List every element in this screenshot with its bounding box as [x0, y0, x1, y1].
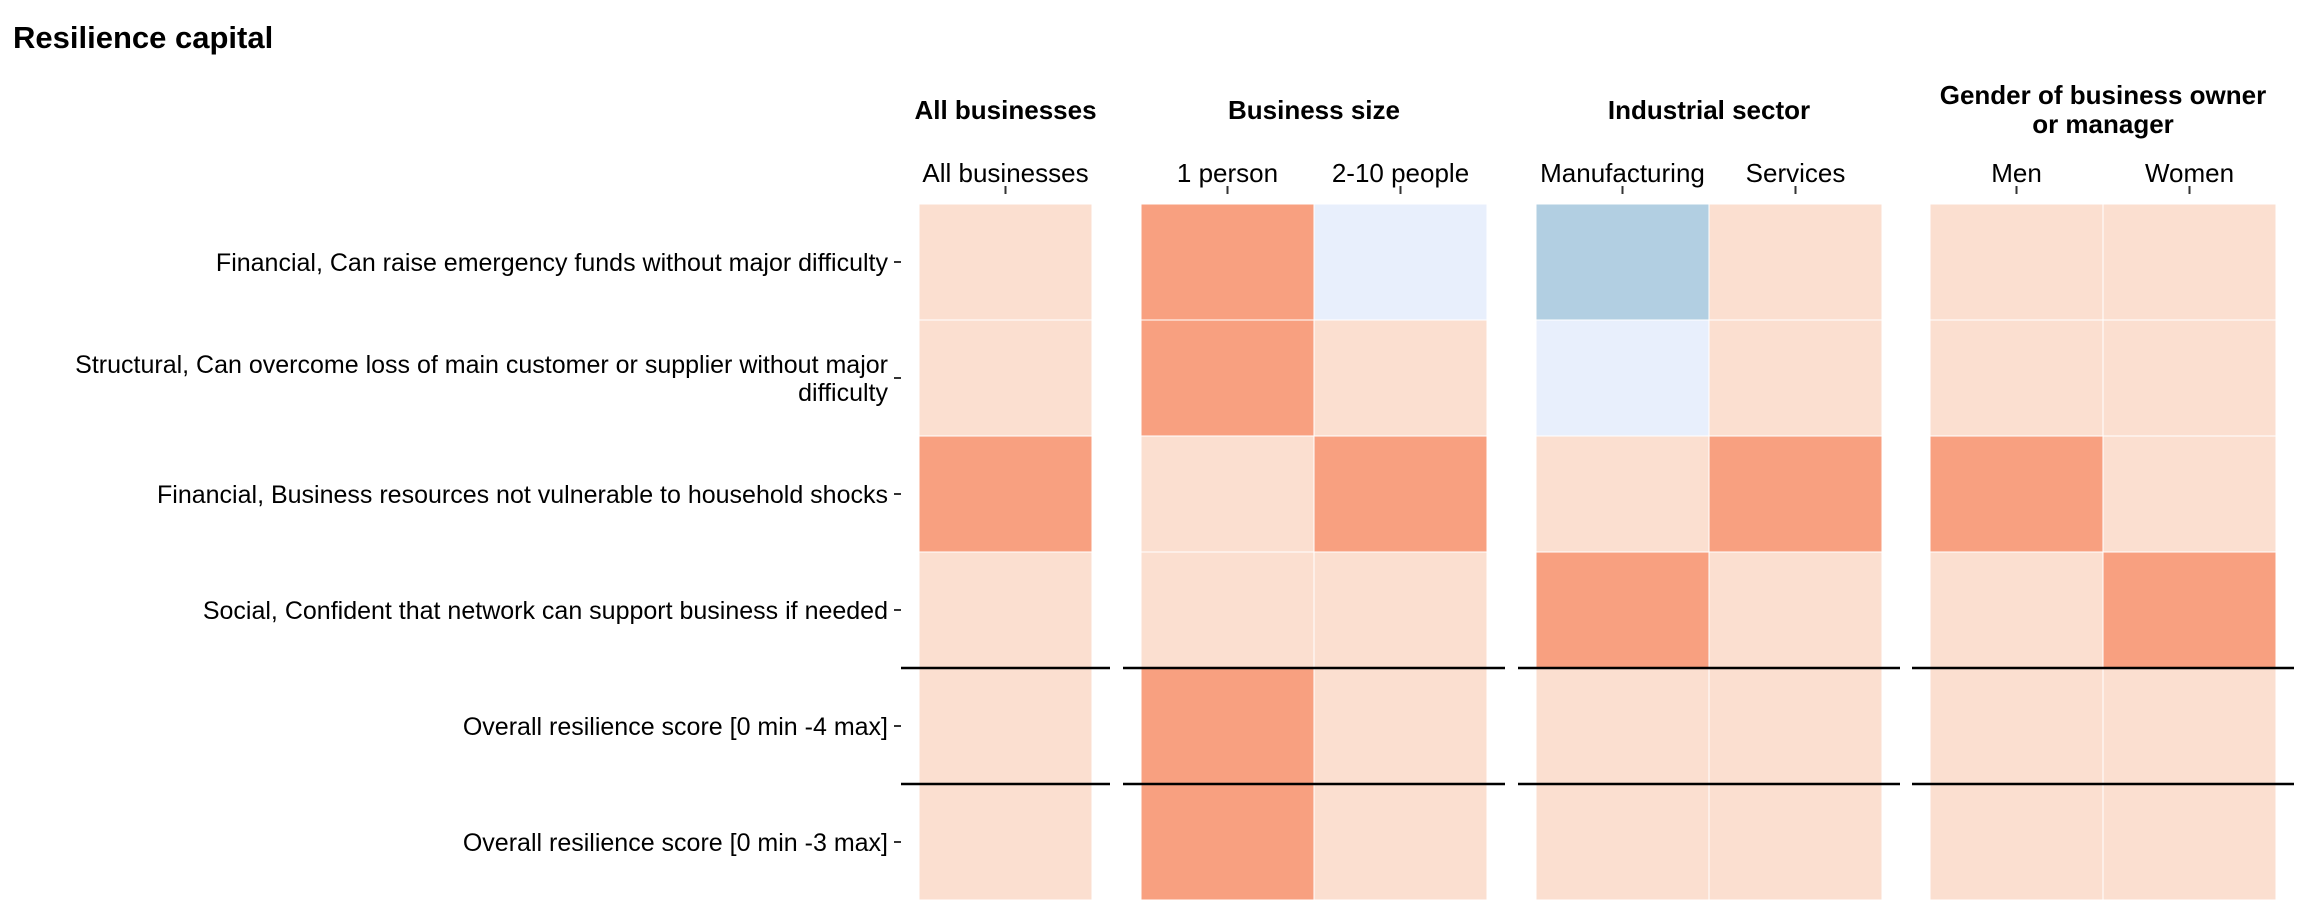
heatmap-cell — [1313, 551, 1488, 669]
heatmap-cell — [2102, 667, 2277, 785]
heatmap-cell — [1535, 783, 1710, 901]
panel-2: Industrial sector Manufacturing Services — [1518, 95, 1900, 901]
panel-title: Industrial sector — [1608, 95, 1810, 125]
row-label: Overall resilience score [0 min -3 max] — [463, 829, 888, 857]
heatmap-cell — [1929, 319, 2104, 437]
heatmap-cell — [1140, 203, 1315, 321]
heatmap-cell — [1708, 551, 1883, 669]
heatmap-cell — [1313, 319, 1488, 437]
heatmap-cell — [2102, 435, 2277, 553]
heatmap-cell — [1140, 435, 1315, 553]
column-label: Services — [1746, 158, 1846, 188]
heatmap-cell — [2102, 551, 2277, 669]
heatmap-cell — [1140, 551, 1315, 669]
heatmap-cell — [1535, 551, 1710, 669]
panel-title: Business size — [1228, 95, 1400, 125]
column-label: Women — [2145, 158, 2234, 188]
heatmap-cell — [1313, 667, 1488, 785]
row-label: Financial, Business resources not vulner… — [157, 481, 888, 509]
heatmap-cell — [1313, 435, 1488, 553]
row-label: Structural, Can overcome loss of main cu… — [75, 351, 888, 379]
heatmap-cell — [1929, 203, 2104, 321]
row-label-5: Overall resilience score [0 min -3 max] — [463, 829, 901, 857]
row-label: Social, Confident that network can suppo… — [203, 597, 888, 625]
column-label: 2-10 people — [1332, 158, 1469, 188]
heatmap-cell — [1140, 783, 1315, 901]
heatmap-cell — [2102, 203, 2277, 321]
column-label: 1 person — [1177, 158, 1278, 188]
heatmap-cell — [1140, 667, 1315, 785]
heatmap-cell — [918, 667, 1093, 785]
panel-0: All businesses All businesses — [901, 95, 1110, 901]
heatmap-cell — [1535, 435, 1710, 553]
heatmap-cell — [918, 435, 1093, 553]
row-label: Overall resilience score [0 min -4 max] — [463, 713, 888, 741]
panel-1: Business size 1 person 2-10 people — [1123, 95, 1505, 901]
heatmap-cell — [1140, 319, 1315, 437]
row-label: Financial, Can raise emergency funds wit… — [216, 249, 889, 277]
column-label: All businesses — [922, 158, 1088, 188]
heatmap-cell — [918, 319, 1093, 437]
heatmap-cell — [1708, 435, 1883, 553]
chart-title: Resilience capital — [13, 20, 273, 55]
heatmap-cell — [1708, 319, 1883, 437]
heatmap-cell — [1535, 319, 1710, 437]
heatmap-cell — [2102, 319, 2277, 437]
row-label-4: Overall resilience score [0 min -4 max] — [463, 713, 901, 741]
heatmap-cell — [1929, 551, 2104, 669]
row-label-0: Financial, Can raise emergency funds wit… — [216, 249, 901, 277]
heatmap-cell — [1929, 435, 2104, 553]
heatmap-cell — [918, 551, 1093, 669]
heatmap-cell — [1929, 667, 2104, 785]
heatmap-cell — [1708, 783, 1883, 901]
heatmap-cell — [1708, 667, 1883, 785]
panel-title: or manager — [2032, 109, 2174, 139]
heatmap-cell — [918, 783, 1093, 901]
row-label-1: Structural, Can overcome loss of main cu… — [75, 351, 901, 407]
heatmap-cell — [1708, 203, 1883, 321]
heatmap-cell — [1929, 783, 2104, 901]
heatmap-cell — [918, 203, 1093, 321]
heatmap-cell — [1313, 203, 1488, 321]
heatmap-cell — [2102, 783, 2277, 901]
panel-title: Gender of business owner — [1940, 80, 2267, 110]
row-label-3: Social, Confident that network can suppo… — [203, 597, 901, 625]
column-label: Manufacturing — [1540, 158, 1705, 188]
heatmap-cell — [1535, 203, 1710, 321]
row-label-2: Financial, Business resources not vulner… — [157, 481, 901, 509]
row-label: difficulty — [798, 379, 888, 407]
panel-title: All businesses — [914, 95, 1096, 125]
column-label: Men — [1991, 158, 2042, 188]
heatmap-cell — [1313, 783, 1488, 901]
heatmap-cell — [1535, 667, 1710, 785]
